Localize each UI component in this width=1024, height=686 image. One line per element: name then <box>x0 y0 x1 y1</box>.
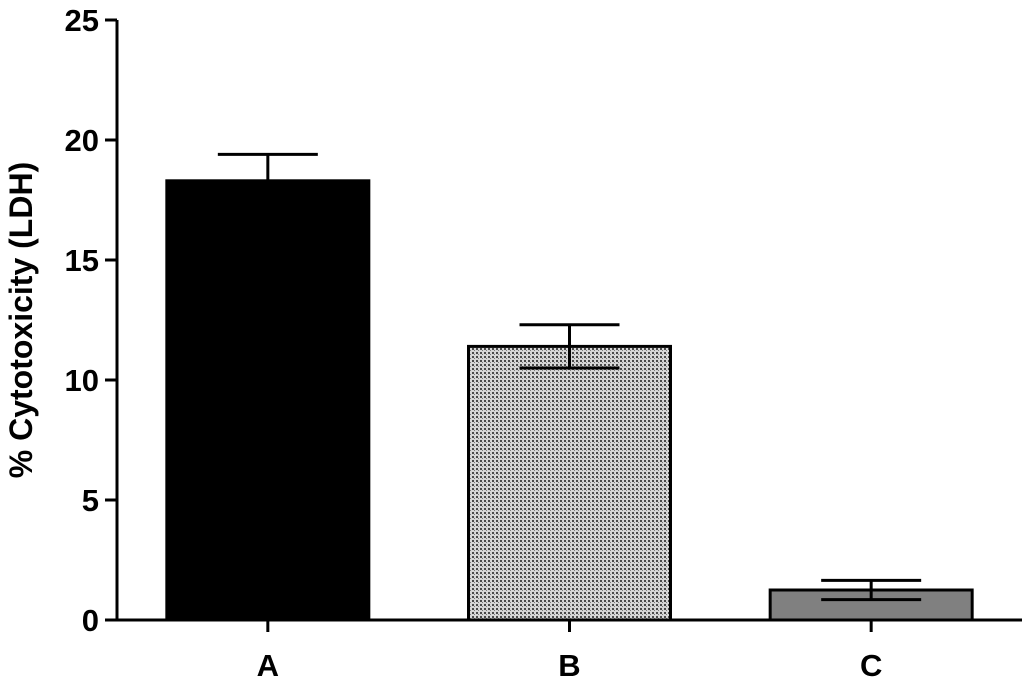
y-tick-label: 5 <box>82 483 99 518</box>
y-axis-title: % Cytotoxicity (LDH) <box>3 162 39 478</box>
y-tick-label: 15 <box>65 243 99 278</box>
bars <box>165 179 974 622</box>
bar-a <box>165 179 371 622</box>
y-tick-label: 20 <box>65 123 99 158</box>
error-bars <box>217 152 922 602</box>
x-tick-label: B <box>558 648 580 683</box>
y-axis: 0 5 10 15 20 25 <box>65 3 119 638</box>
x-axis: A B C <box>115 618 1022 683</box>
y-tick-label: 10 <box>65 363 99 398</box>
x-tick-label: A <box>257 648 279 683</box>
y-tick-label: 0 <box>82 603 99 638</box>
y-tick-label: 25 <box>65 3 99 38</box>
bar-b <box>467 344 672 622</box>
x-tick-label: C <box>860 648 882 683</box>
